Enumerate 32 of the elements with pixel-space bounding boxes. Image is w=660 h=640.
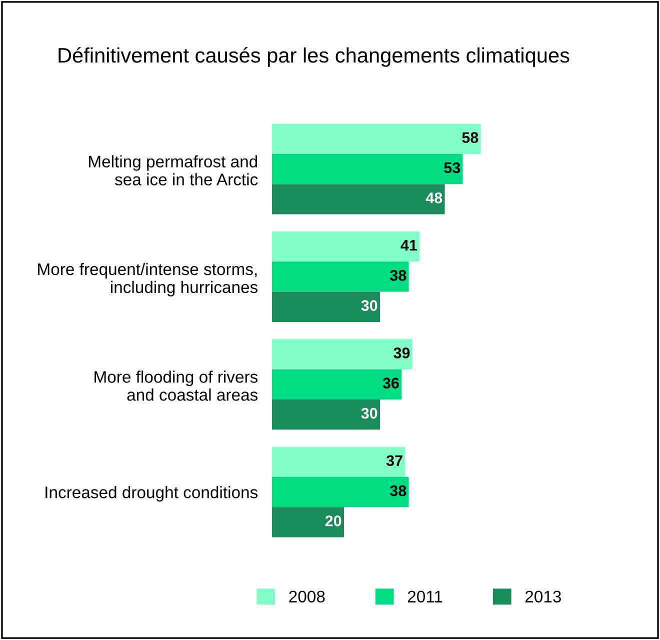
data-label: 30 xyxy=(361,408,378,419)
bar xyxy=(272,184,445,214)
bar xyxy=(272,507,344,538)
y-tick-label: Increased drought conditions xyxy=(46,486,258,502)
y-tick-label: Melting permafrost and sea ice in the Arctic xyxy=(89,155,258,186)
data-label: 20 xyxy=(325,516,342,526)
chart-title: Définitivement causés par les changements climatiques xyxy=(58,47,570,67)
data-label: 36 xyxy=(382,378,399,389)
bar xyxy=(272,446,406,478)
bar xyxy=(272,124,481,154)
bar xyxy=(272,262,409,292)
bar xyxy=(272,154,463,184)
bar xyxy=(272,369,402,400)
legend-label: 2013 xyxy=(525,590,561,603)
data-label: 48 xyxy=(426,192,442,204)
y-tick-label: More flooding of rivers and coastal areas xyxy=(94,370,258,401)
bar xyxy=(272,399,380,430)
legend-label: 2008 xyxy=(289,590,325,603)
legend-label: 2011 xyxy=(408,590,442,603)
data-label: 30 xyxy=(361,300,378,311)
bar xyxy=(272,339,412,370)
data-label: 38 xyxy=(390,270,406,281)
bar xyxy=(272,292,380,322)
data-label: 39 xyxy=(394,348,410,358)
bar xyxy=(272,477,409,508)
data-label: 38 xyxy=(390,485,406,496)
bar xyxy=(272,231,420,262)
data-label: 41 xyxy=(400,240,418,251)
y-tick-label: More frequent/intense storms, including hurricanes xyxy=(38,262,258,296)
data-label: 37 xyxy=(386,455,402,466)
data-label: 53 xyxy=(444,162,460,174)
data-label: 58 xyxy=(462,132,478,143)
